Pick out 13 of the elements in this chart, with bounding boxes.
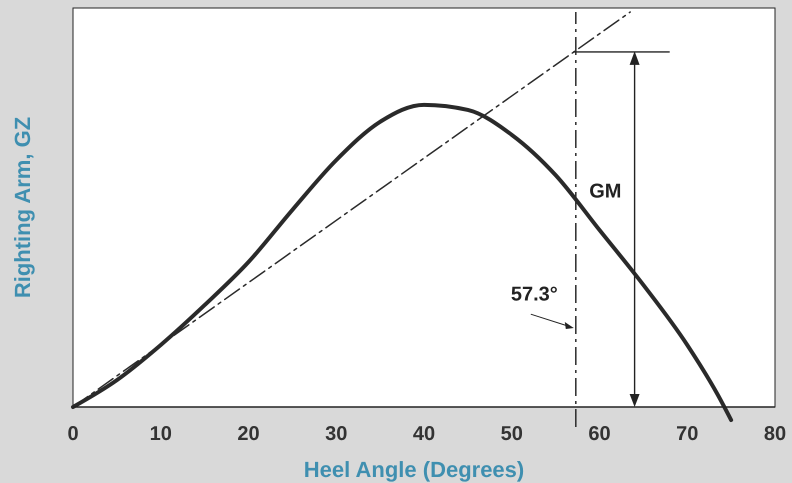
x-tick-label: 80 [764, 423, 786, 445]
y-axis-title: Righting Arm, GZ [10, 116, 35, 298]
x-tick-label: 10 [150, 423, 172, 445]
x-tick-label: 0 [67, 423, 79, 445]
x-tick-label: 70 [676, 423, 698, 445]
annotation: GM [589, 180, 622, 203]
x-tick-label: 50 [500, 423, 523, 445]
x-tick-label: 30 [325, 423, 348, 445]
x-axis-title: Heel Angle (Degrees) [304, 457, 524, 482]
x-tick-label: 20 [237, 423, 260, 445]
ref-line-label: 57.3° [510, 283, 558, 306]
x-tick-label: 60 [588, 423, 611, 445]
x-tick-label: 40 [412, 423, 436, 445]
